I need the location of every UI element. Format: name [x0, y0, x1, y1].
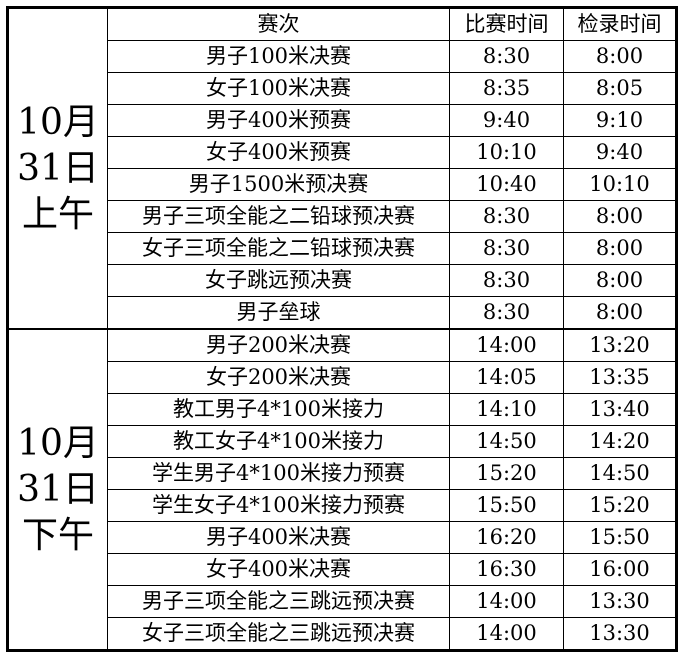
session-date-line: 10月: [17, 422, 99, 464]
event-cell: 男子200米决赛: [107, 328, 450, 362]
check-time-cell: 10:10: [563, 168, 677, 201]
event-cell: 男子100米决赛: [107, 40, 450, 73]
check-time-cell: 13:20: [563, 328, 677, 362]
session-date-line: 上午: [21, 193, 94, 235]
table-row: 教工男子4*100米接力 14:10 13:40: [8, 393, 677, 426]
table-row: 女子200米决赛 14:05 13:35: [8, 361, 677, 394]
race-time-cell: 15:50: [449, 489, 564, 522]
check-time-cell: 15:20: [563, 489, 677, 522]
race-time-cell: 9:40: [449, 104, 564, 137]
table-row: 男子1500米预决赛 10:40 10:10: [8, 168, 677, 201]
event-cell: 女子三项全能之三跳远预决赛: [107, 617, 450, 651]
table-row: 女子400米预赛 10:10 9:40: [8, 136, 677, 169]
session-date-line: 10月: [17, 101, 99, 143]
event-cell: 男子1500米预决赛: [107, 168, 450, 201]
check-time-cell: 14:50: [563, 457, 677, 490]
check-time-cell: 9:40: [563, 136, 677, 169]
check-time-cell: 8:05: [563, 72, 677, 105]
race-time-cell: 16:30: [449, 553, 564, 586]
table-row: 女子三项全能之二铅球预决赛 8:30 8:00: [8, 232, 677, 265]
session-date-cell: 10月 31日 上午: [7, 7, 108, 330]
table-row: 学生女子4*100米接力预赛 15:50 15:20: [8, 489, 677, 522]
check-time-cell: 15:50: [563, 521, 677, 554]
schedule-table: 10月 31日 上午 赛次 比赛时间 检录时间 男子100米决赛 8:30 8:00 女子100米…: [6, 6, 678, 652]
check-time-cell: 8:00: [563, 264, 677, 297]
event-cell: 女子200米决赛: [107, 361, 450, 394]
table-row: 女子跳远预决赛 8:30 8:00: [8, 264, 677, 297]
event-cell: 学生男子4*100米接力预赛: [107, 457, 450, 490]
race-time-cell: 14:10: [449, 393, 564, 426]
event-cell: 女子三项全能之二铅球预决赛: [107, 232, 450, 265]
race-time-cell: 10:40: [449, 168, 564, 201]
header-check-time: 检录时间: [563, 7, 677, 41]
race-time-cell: 10:10: [449, 136, 564, 169]
race-time-cell: 14:00: [449, 617, 564, 651]
check-time-cell: 8:00: [563, 200, 677, 233]
event-cell: 女子400米决赛: [107, 553, 450, 586]
table-row: 女子400米决赛 16:30 16:00: [8, 553, 677, 586]
event-cell: 男子三项全能之三跳远预决赛: [107, 585, 450, 618]
race-time-cell: 8:30: [449, 200, 564, 233]
table-row: 男子100米决赛 8:30 8:00: [8, 40, 677, 73]
race-time-cell: 8:30: [449, 40, 564, 73]
table-row: 男子400米预赛 9:40 9:10: [8, 104, 677, 137]
event-cell: 女子400米预赛: [107, 136, 450, 169]
check-time-cell: 8:00: [563, 40, 677, 73]
race-time-cell: 14:00: [449, 585, 564, 618]
race-time-cell: 14:50: [449, 425, 564, 458]
race-time-cell: 8:35: [449, 72, 564, 105]
table-row: 学生男子4*100米接力预赛 15:20 14:50: [8, 457, 677, 490]
check-time-cell: 16:00: [563, 553, 677, 586]
table-row: 男子400米决赛 16:20 15:50: [8, 521, 677, 554]
event-cell: 女子跳远预决赛: [107, 264, 450, 297]
check-time-cell: 9:10: [563, 104, 677, 137]
session-date-line: 31日: [17, 147, 99, 189]
race-time-cell: 8:30: [449, 232, 564, 265]
check-time-cell: 13:30: [563, 617, 677, 651]
event-cell: 男子400米决赛: [107, 521, 450, 554]
event-cell: 男子400米预赛: [107, 104, 450, 137]
race-time-cell: 8:30: [449, 264, 564, 297]
event-cell: 男子三项全能之二铅球预决赛: [107, 200, 450, 233]
event-cell: 教工女子4*100米接力: [107, 425, 450, 458]
header-race-time: 比赛时间: [449, 7, 564, 41]
check-time-cell: 8:00: [563, 296, 677, 330]
header-event: 赛次: [107, 7, 450, 41]
check-time-cell: 13:40: [563, 393, 677, 426]
table-row: 男子三项全能之二铅球预决赛 8:30 8:00: [8, 200, 677, 233]
race-time-cell: 15:20: [449, 457, 564, 490]
event-cell: 男子垒球: [107, 296, 450, 330]
session-date-cell: 10月 31日 下午: [7, 328, 108, 651]
race-time-cell: 14:00: [449, 328, 564, 362]
event-cell: 学生女子4*100米接力预赛: [107, 489, 450, 522]
table-row: 女子三项全能之三跳远预决赛 14:00 13:30: [8, 617, 677, 651]
table-row: 教工女子4*100米接力 14:50 14:20: [8, 425, 677, 458]
race-time-cell: 8:30: [449, 296, 564, 330]
table-row: 男子三项全能之三跳远预决赛 14:00 13:30: [8, 585, 677, 618]
session-date-line: 下午: [21, 514, 94, 556]
session-date-line: 31日: [17, 468, 99, 510]
race-time-cell: 16:20: [449, 521, 564, 554]
table-row: 男子垒球 8:30 8:00: [8, 296, 677, 330]
table-row: 女子100米决赛 8:35 8:05: [8, 72, 677, 105]
check-time-cell: 13:35: [563, 361, 677, 394]
event-cell: 教工男子4*100米接力: [107, 393, 450, 426]
race-time-cell: 14:05: [449, 361, 564, 394]
table-row: 10月 31日 下午 男子200米决赛 14:00 13:20: [7, 328, 677, 651]
header-row: 10月 31日 上午 赛次 比赛时间 检录时间: [7, 7, 677, 330]
check-time-cell: 13:30: [563, 585, 677, 618]
event-cell: 女子100米决赛: [107, 72, 450, 105]
check-time-cell: 8:00: [563, 232, 677, 265]
check-time-cell: 14:20: [563, 425, 677, 458]
